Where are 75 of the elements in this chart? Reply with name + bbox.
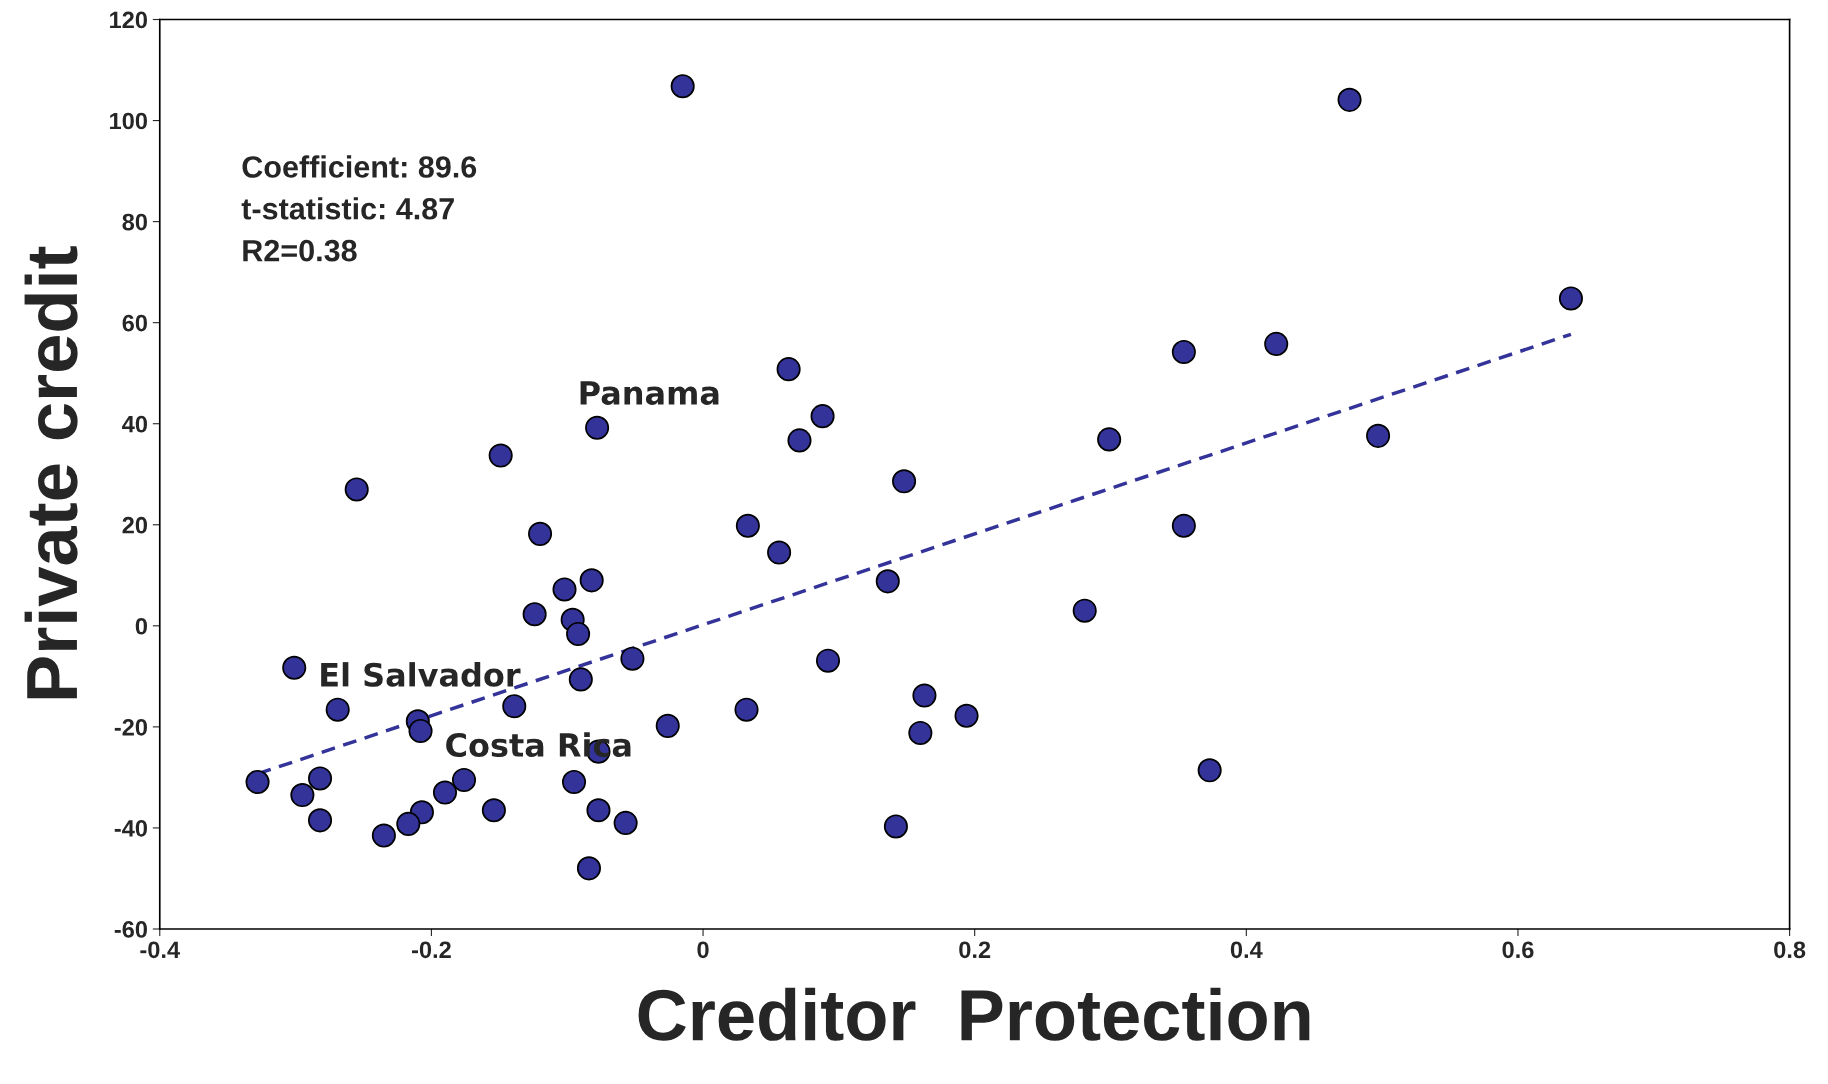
point: [1337, 87, 1362, 112]
y-tick-label: -60: [114, 921, 147, 938]
x-tick-label: 0.6: [1502, 941, 1534, 959]
point: [1171, 513, 1196, 538]
point: [892, 469, 917, 494]
point: [1197, 758, 1222, 783]
point: [613, 810, 638, 835]
point: [585, 415, 610, 440]
y-tick-label: 40: [122, 415, 147, 433]
point: [245, 769, 270, 794]
y-axis-title: Private credit: [24, 246, 78, 699]
x-tick-label: 0.8: [1774, 941, 1806, 959]
point: [908, 720, 933, 745]
annotation: El Salvador: [321, 662, 521, 687]
y-tick-label: 100: [110, 112, 147, 130]
point: [1366, 423, 1391, 448]
point: [502, 694, 527, 719]
annotation: R2=0.38: [243, 239, 357, 262]
point: [1264, 331, 1289, 356]
point: [586, 798, 611, 823]
point: [1072, 598, 1097, 623]
y-tick-label: 120: [110, 11, 147, 29]
y-tick-label: 60: [122, 314, 147, 332]
x-tick-label: 0: [697, 941, 709, 959]
y-tick-label: -20: [114, 718, 147, 736]
point: [875, 569, 900, 594]
point: [767, 540, 792, 565]
point: [776, 357, 801, 382]
point: [488, 443, 513, 468]
point: [787, 428, 812, 453]
x-axis-title: Creditor Protection: [638, 987, 1310, 1041]
annotation: t-statistic: 4.87: [241, 197, 454, 220]
point: [1171, 339, 1196, 365]
y-tick-label: -40: [114, 820, 147, 837]
point: [655, 713, 680, 738]
point: [566, 621, 591, 646]
point: [528, 521, 553, 546]
y-tick-label: 20: [122, 516, 147, 534]
x-tick-label: -0.4: [140, 941, 180, 959]
x-tick-label: 0.2: [959, 941, 991, 959]
point: [408, 718, 433, 743]
point: [579, 568, 604, 593]
point: [815, 648, 841, 673]
point: [954, 703, 979, 728]
point: [568, 667, 593, 692]
point: [670, 74, 695, 99]
point: [481, 798, 506, 823]
point: [883, 814, 908, 839]
point: [371, 823, 396, 848]
point: [308, 808, 333, 833]
point: [325, 697, 350, 722]
annotation: Coefficient: 89.6: [242, 155, 477, 178]
point: [396, 811, 421, 836]
x-tick-label: -0.2: [411, 941, 451, 959]
point: [576, 856, 601, 881]
point: [308, 766, 333, 791]
point: [1097, 427, 1122, 452]
point: [912, 683, 937, 708]
point: [344, 477, 369, 502]
point: [561, 769, 587, 794]
point: [282, 655, 307, 680]
point: [735, 513, 760, 538]
point: [432, 780, 458, 805]
point: [552, 577, 577, 602]
y-tick-label: 80: [122, 213, 147, 231]
point: [734, 697, 759, 722]
annotation: Panama: [580, 381, 719, 405]
point: [290, 783, 315, 808]
point: [451, 767, 477, 792]
x-tick-label: 0.4: [1230, 941, 1263, 959]
point: [1558, 286, 1583, 311]
point: [522, 602, 547, 627]
point: [620, 646, 645, 671]
point: [810, 404, 835, 429]
y-tick-label: 0: [135, 617, 147, 635]
